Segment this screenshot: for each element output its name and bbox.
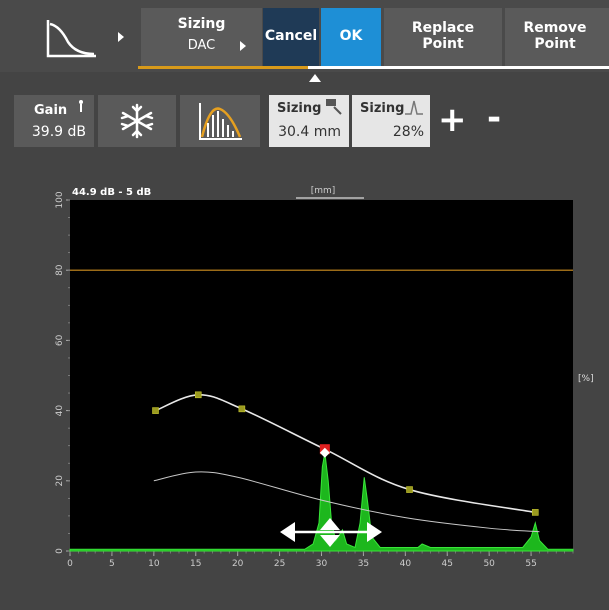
sizing-amplitude-value: 28% <box>392 124 424 140</box>
y-unit-label: [%] <box>578 374 594 384</box>
snowflake-icon <box>120 103 154 139</box>
touch-icon <box>79 100 83 112</box>
sizing-label: Sizing <box>360 101 405 116</box>
ascan-signal <box>69 452 574 552</box>
y-tick-label: 100 <box>55 191 65 208</box>
dac-point[interactable] <box>194 391 202 399</box>
expand-arrow-icon <box>240 41 246 51</box>
sizing-mode-value: DAC <box>187 38 216 53</box>
gain-value: 39.9 dB <box>31 124 86 140</box>
sizing-distance-control[interactable]: Sizing 30.4 mm <box>269 95 349 147</box>
cancel-button[interactable]: Cancel <box>263 8 319 66</box>
sizing-mode-button[interactable]: Sizing DAC <box>141 8 262 66</box>
sizing-title: Sizing <box>177 16 226 32</box>
replace-label-2: Point <box>422 36 464 52</box>
remove-label-2: Point <box>534 36 576 52</box>
y-tick-label: 80 <box>55 264 65 276</box>
sizing-cursor[interactable] <box>280 518 382 547</box>
increase-button[interactable]: + <box>438 100 467 140</box>
x-tick-label: 25 <box>274 559 285 569</box>
sizing-amplitude-control[interactable]: Sizing 28% <box>352 95 430 147</box>
dac-point[interactable] <box>531 509 539 516</box>
cursor-measure-icon <box>326 99 342 115</box>
cursor-up-arrow-icon[interactable] <box>320 518 340 530</box>
y-tick-label: 0 <box>55 548 65 554</box>
x-tick-label: 50 <box>483 559 495 569</box>
gain-label: Gain <box>34 103 68 118</box>
caret-up-icon <box>309 74 321 82</box>
sizing-distance-value: 30.4 mm <box>278 124 341 140</box>
x-tick-label: 20 <box>232 559 244 569</box>
cursor-left-arrow-icon[interactable] <box>280 522 295 542</box>
dac-point[interactable] <box>238 405 246 413</box>
y-tick-label: 60 <box>55 334 65 346</box>
x-unit-label: [mm] <box>311 186 336 196</box>
x-tick-label: 55 <box>525 559 536 569</box>
remove-point-button[interactable]: Remove Point <box>505 8 609 66</box>
dac-point[interactable] <box>406 486 413 493</box>
ok-button[interactable]: OK <box>321 8 381 66</box>
gain-control[interactable]: Gain 39.9 dB <box>14 95 94 147</box>
dac-point[interactable] <box>152 407 159 414</box>
peak-memory-icon <box>199 103 242 140</box>
peak-marker <box>319 447 330 458</box>
y-tick-label: 20 <box>55 475 65 487</box>
y-tick-label: 40 <box>55 405 65 417</box>
chart-header-range: 44.9 dB - 5 dB <box>72 187 151 198</box>
sizing-label: Sizing <box>277 101 322 116</box>
x-tick-label: 10 <box>148 559 160 569</box>
x-tick-label: 5 <box>109 559 115 569</box>
curve-menu-button[interactable] <box>14 8 138 66</box>
dac-curve-icon <box>46 20 124 58</box>
replace-point-button[interactable]: Replace Point <box>384 8 502 66</box>
cursor-down-arrow-icon[interactable] <box>320 535 340 547</box>
decrease-button[interactable]: - <box>487 98 502 138</box>
x-tick-label: 15 <box>190 559 201 569</box>
menu-underline <box>308 66 609 69</box>
ascan-plot[interactable]: 44.9 dB - 5 dB [mm] [%] 0 20 40 60 80 100 0 5 1… <box>0 160 609 606</box>
ascan-chart[interactable]: 44.9 dB - 5 dB [mm] [%] 0 20 40 60 80 100 0 5 1… <box>0 160 609 606</box>
x-tick-label: 40 <box>400 559 412 569</box>
x-tick-label: 30 <box>316 559 328 569</box>
peak-amplitude-icon <box>405 100 423 115</box>
active-underline <box>138 66 308 69</box>
replace-label-1: Replace <box>411 20 475 36</box>
cancel-label: Cancel <box>264 28 318 44</box>
ok-label: OK <box>339 28 363 44</box>
x-tick-label: 0 <box>67 559 73 569</box>
freeze-button[interactable] <box>98 95 176 147</box>
remove-label-1: Remove <box>523 20 587 36</box>
x-tick-label: 45 <box>442 559 453 569</box>
cursor-right-arrow-icon[interactable] <box>367 522 382 542</box>
dac-lower-curve <box>153 471 540 533</box>
x-tick-label: 35 <box>358 559 369 569</box>
expand-arrow-icon <box>118 32 124 42</box>
peak-memory-button[interactable] <box>180 95 260 147</box>
